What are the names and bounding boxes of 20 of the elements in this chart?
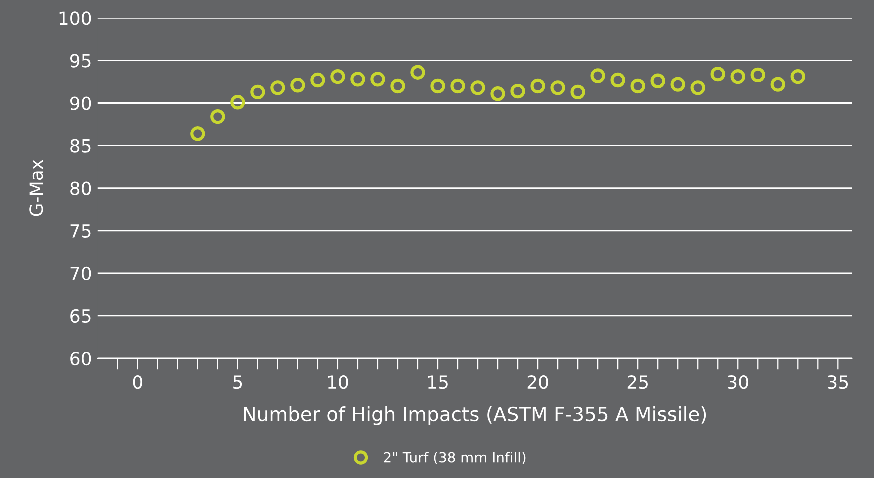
y-tick-label: 70 bbox=[70, 266, 92, 281]
x-tick-label: 5 bbox=[234, 376, 242, 390]
y-tick-label: 75 bbox=[70, 224, 91, 238]
x-tick-label: 10 bbox=[328, 375, 348, 390]
x-tick-label: 30 bbox=[728, 375, 748, 390]
x-tick-label: 15 bbox=[428, 376, 448, 390]
legend-label: 2" Turf (38 mm Infill) bbox=[384, 452, 526, 464]
y-tick-label: 85 bbox=[70, 139, 91, 153]
x-tick-label: 25 bbox=[628, 375, 648, 390]
y-tick-label: 95 bbox=[70, 54, 91, 68]
y-tick-label: 65 bbox=[70, 309, 91, 324]
y-tick-label: 80 bbox=[70, 182, 92, 196]
y-axis-title: G-Max bbox=[30, 160, 44, 216]
y-tick-label: 60 bbox=[70, 352, 92, 366]
x-tick-label: 0 bbox=[133, 375, 142, 390]
y-tick-label: 90 bbox=[70, 96, 92, 110]
x-tick-label: 20 bbox=[528, 375, 548, 390]
y-tick-label: 100 bbox=[60, 12, 92, 26]
x-axis-title: Number of High Impacts (ASTM F-355 A Missile) bbox=[244, 406, 706, 426]
x-tick-label: 35 bbox=[828, 375, 848, 390]
